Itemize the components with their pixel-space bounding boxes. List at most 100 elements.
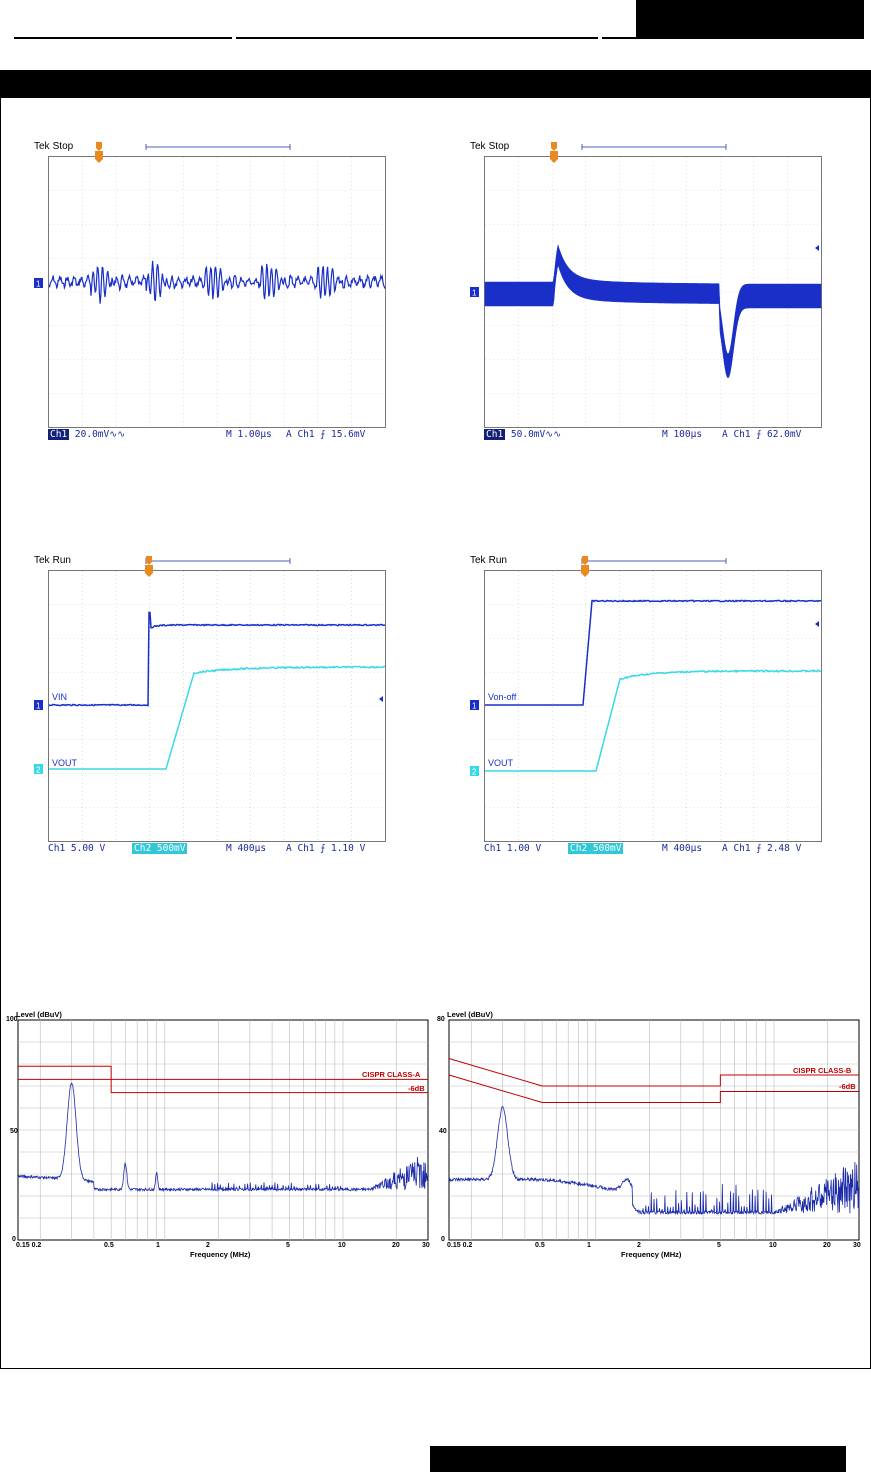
ch1-badge: Ch1 [484, 429, 506, 440]
trigger-point-marker [582, 556, 588, 565]
trace2-label: VOUT [488, 758, 514, 768]
xtick: 30 [853, 1242, 861, 1249]
channel-marker [470, 287, 479, 297]
header-rule-1 [14, 37, 232, 39]
ytick-mid: 50 [10, 1128, 18, 1135]
trigger: A Ch1 ⨍ 2.48 V [722, 843, 802, 854]
trace1-label: VIN [52, 692, 68, 702]
ch1-coupling: ∿∿ [545, 429, 562, 440]
ytick-bot: 0 [12, 1236, 16, 1243]
trigger-point-marker [146, 556, 152, 565]
emi-xlabel: Frequency (MHz) [621, 1250, 682, 1259]
ch1-waveform-envelope [484, 244, 822, 379]
scope-state: Run [488, 555, 507, 566]
channel-marker [34, 278, 43, 288]
scope-state: Stop [52, 141, 74, 152]
emi-plot-b [448, 1019, 860, 1241]
channel-marker [34, 764, 43, 774]
channel-marker-label: 2 [472, 768, 477, 777]
ch2-vout-waveform [49, 665, 386, 770]
trigger: A Ch1 ⨍ 15.6mV [286, 429, 366, 440]
timebase: M 400µs [662, 843, 703, 854]
scope-ripple: Tek Stop 1 Ch1 20.0mV∿∿ M 1.00µs A Ch1 ⨍… [34, 138, 394, 458]
xtick: 30 [422, 1242, 430, 1249]
trigger: A Ch1 ⨍ 1.10 V [286, 843, 366, 854]
trace2-label: VOUT [52, 758, 78, 768]
xtick: 2 [206, 1242, 210, 1249]
scope-state: Stop [488, 141, 510, 152]
channel-marker [34, 700, 43, 710]
cispr-b-margin-line [448, 1074, 859, 1103]
cispr-b-limit-line [448, 1058, 859, 1087]
emi-chart-class-a: Level (dBuV) 100 50 0 0.15 0.2 0.5 1 2 5… [6, 1010, 436, 1260]
scope-status: Ch1 50.0mV∿∿ M 100µs A Ch1 ⨍ 62.0mV [484, 429, 822, 441]
trigger-position-marker [581, 565, 589, 577]
scope-brand: Tek Stop [34, 141, 74, 152]
timebase: M 400µs [226, 843, 267, 854]
scope-status: Ch1 1.00 V Ch2 500mV M 400µs A Ch1 ⨍ 2.4… [484, 843, 822, 855]
trigger-point-marker [551, 142, 557, 151]
emi-chart-class-b: Level (dBuV) 80 40 0 0.15 0.2 0.5 1 2 5 … [437, 1010, 867, 1260]
section-banner [0, 70, 871, 98]
xtick: 5 [717, 1242, 721, 1249]
trigger-level-marker [379, 696, 383, 702]
xtick: 20 [392, 1242, 400, 1249]
margin-label: -6dB [839, 1082, 856, 1091]
ch2-vout-waveform [485, 669, 822, 772]
xtick: 0.5 [535, 1242, 545, 1249]
trigger-level-marker [815, 621, 819, 627]
header-rule-2 [236, 37, 598, 39]
emi-plot-a [17, 1019, 429, 1241]
timebase: M 100µs [662, 429, 703, 440]
ch1-waveform [48, 260, 386, 304]
trigger: A Ch1 ⨍ 62.0mV [722, 429, 802, 440]
ytick-bot: 0 [441, 1236, 445, 1243]
ch1-vonoff-waveform [485, 599, 822, 706]
scope-transient-plot: 1 [470, 142, 822, 427]
trace1-label: Von-off [488, 692, 517, 702]
ch1-scale: 50.0mV [510, 429, 546, 440]
emi-spectrum-trace [17, 1082, 429, 1193]
margin-label: -6dB [408, 1084, 425, 1093]
xtick: 5 [286, 1242, 290, 1249]
header-rule-3 [602, 37, 864, 39]
channel-marker-label: 1 [472, 289, 477, 298]
xtick: 10 [769, 1242, 777, 1249]
channel-marker [470, 700, 479, 710]
ytick-top: 100 [6, 1016, 18, 1023]
channel-marker-label: 1 [36, 280, 41, 289]
scope-brand: Tek Run [34, 555, 71, 566]
xtick: 0.15 0.2 [447, 1242, 473, 1249]
scope-status: Ch1 20.0mV∿∿ M 1.00µs A Ch1 ⨍ 15.6mV [48, 429, 386, 441]
emi-ylabel: Level (dBuV) [447, 1010, 493, 1019]
cispr-a-margin-line [18, 1078, 428, 1094]
timebase: M 1.00µs [226, 429, 272, 440]
xtick: 1 [587, 1242, 591, 1249]
channel-marker [470, 766, 479, 776]
trigger-position-marker [145, 565, 153, 577]
ch1-vin-waveform [48, 611, 386, 707]
emi-xlabel: Frequency (MHz) [190, 1250, 251, 1259]
scope-brand: Tek Run [470, 555, 507, 566]
limit-label: CISPR CLASS-B [793, 1066, 852, 1075]
scope-status: Ch1 5.00 V Ch2 500mV M 400µs A Ch1 ⨍ 1.1… [48, 843, 386, 855]
ytick-top: 80 [437, 1016, 445, 1023]
trigger-level-marker [815, 245, 819, 251]
xtick: 2 [637, 1242, 641, 1249]
ch1-coupling: ∿∿ [109, 429, 126, 440]
scope-remote-plot: 12 [470, 556, 822, 841]
scope-state: Run [52, 555, 71, 566]
emi-spectrum-trace [448, 1105, 860, 1216]
ch2-scale: Ch2 500mV [568, 843, 624, 854]
cispr-a-limit-line [18, 1065, 428, 1080]
xtick: 0.5 [104, 1242, 114, 1249]
scope-transient: Tek Stop 1 Ch1 50.0mV∿∿ M 100µs A Ch1 ⨍ … [470, 138, 830, 458]
channel-marker-label: 1 [472, 702, 477, 711]
ch1-scale: Ch1 1.00 V [484, 843, 542, 854]
trigger-position-marker [550, 151, 558, 163]
header-black-box [636, 0, 864, 37]
channel-marker-label: 2 [36, 766, 41, 775]
trigger-position-marker [95, 151, 103, 163]
